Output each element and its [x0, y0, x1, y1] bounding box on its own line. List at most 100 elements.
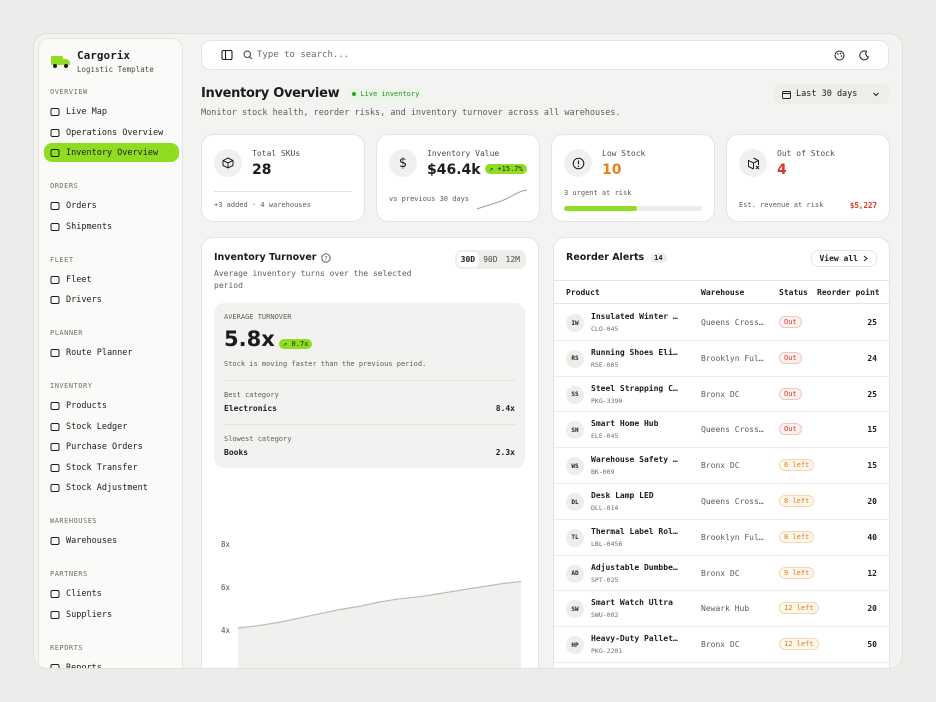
date-range-select[interactable]: Last 30 days [774, 84, 889, 104]
nav-group-title: WAREHOUSES [50, 517, 98, 525]
sidebar-item[interactable]: Orders [39, 196, 184, 217]
sidebar-item[interactable]: Fleet [39, 270, 184, 291]
table-row[interactable]: HP Heavy-Duty Pallet… PKG-2201 Bronx DC 12 l… [554, 627, 889, 663]
transfer-icon [50, 463, 60, 472]
table-row[interactable]: IW Insulated Winter … CLO-045 Queens Cross…… [554, 305, 889, 341]
status-badge: 8 left [779, 495, 815, 507]
warehouse-name: Brooklyn Ful… [701, 353, 764, 363]
product-avatar: SS [566, 385, 584, 404]
turnover-description: Average inventory turns over the selecte… [214, 269, 412, 290]
sidebar-item[interactable]: Warehouses [39, 531, 184, 552]
theme-toggle-icon[interactable] [859, 49, 870, 61]
kpi-delta-badge: ↗ +15.7% [485, 164, 527, 174]
search-input[interactable]: Type to search... [257, 50, 350, 60]
kpi-label: Inventory Value [427, 149, 500, 158]
table-row[interactable]: SS Steel Strapping C… PKG-3390 Bronx DC Out 2… [554, 377, 889, 413]
table-row[interactable]: SW Smart Watch Ultra SWU-002 Newark Hub 12 l… [554, 591, 889, 628]
view-all-button[interactable]: View all [811, 250, 877, 267]
table-row[interactable]: RS Running Shoes Eli… RSE-005 Brooklyn Ful…… [554, 341, 889, 377]
page-title: Inventory Overview [201, 86, 340, 101]
ledger-icon [50, 422, 60, 431]
sidebar-item[interactable]: Stock Ledger [39, 417, 184, 438]
sidebar-item[interactable]: Stock Transfer [39, 458, 184, 479]
status-badge: 6 left [779, 459, 815, 472]
table-row[interactable]: DL Desk Lamp LED DLL-014 Queens Cross… 8 lef… [554, 484, 889, 520]
calendar-icon [782, 90, 791, 99]
warehouse-name: Bronx DC [701, 640, 740, 650]
sidebar-item-label: Drivers [66, 295, 102, 306]
col-reorder-point[interactable]: Reorder point [817, 288, 880, 297]
sidebar-item-label: Route Planner [66, 348, 133, 359]
status-badge: Out [779, 423, 802, 436]
avg-note: Stock is moving faster than the previous… [224, 360, 427, 368]
table-row[interactable]: WS Warehouse Safety … BK-009 Bronx DC 6 left… [554, 448, 889, 484]
turnover-title-row: Inventory Turnover ? [214, 252, 332, 263]
sidebar-item[interactable]: Suppliers [39, 605, 184, 626]
page-header: Inventory Overview Live inventory [201, 86, 425, 101]
range-90d[interactable]: 90D [483, 255, 498, 264]
status-badge: Out [779, 387, 802, 400]
sidebar-toggle-icon[interactable] [221, 49, 233, 61]
col-product[interactable]: Product [566, 288, 600, 297]
product-sku: ELE-045 [591, 432, 619, 441]
help-icon[interactable]: ? [321, 252, 332, 263]
alerts-count: 14 [650, 252, 667, 263]
range-30d[interactable]: 30D [456, 252, 480, 267]
reorder-point: 40 [867, 532, 877, 542]
sidebar-item[interactable]: Products [39, 396, 184, 417]
best-category-label: Best category [224, 391, 279, 399]
slowest-category-value: 2.3x [495, 448, 515, 457]
sidebar-item[interactable]: Inventory Overview [44, 143, 179, 162]
table-row[interactable]: SH Smart Home Hub ELE-045 Queens Cross… Out 1… [554, 412, 889, 449]
product-avatar: SW [566, 600, 584, 619]
sidebar-item-label: Stock Ledger [66, 421, 128, 432]
sidebar-item[interactable]: Purchase Orders [39, 437, 184, 458]
sidebar-item[interactable]: Clients [39, 584, 184, 605]
col-status[interactable]: Status [779, 288, 808, 297]
sidebar-item[interactable]: Drivers [39, 290, 184, 311]
map-icon [50, 108, 60, 117]
cube-icon [214, 149, 242, 177]
y-tick-label: 8x [221, 540, 231, 549]
turnover-card: Inventory Turnover ? Average inventory t… [201, 237, 539, 668]
warehouse-icon [50, 537, 60, 546]
sidebar-item[interactable]: Reports [39, 658, 184, 669]
kpi-label: Low Stock [602, 149, 646, 158]
reorder-point: 15 [867, 461, 877, 471]
sidebar-item[interactable]: Shipments [39, 217, 184, 238]
sidebar-item[interactable]: Stock Adjustment [39, 478, 184, 499]
product-sku: BK-009 [591, 468, 615, 477]
brand[interactable]: Cargorix Logistic Template [51, 49, 154, 74]
sidebar-item-label: Stock Adjustment [66, 483, 148, 494]
nav-group-title: PLANNER [50, 329, 84, 337]
product-avatar: AD [566, 564, 584, 583]
table-row[interactable]: AD Adjustable Dumbbe… SPT-025 Bronx DC 9 lef… [554, 556, 889, 592]
nav-group-title: PARTNERS [50, 570, 88, 578]
brand-name: Cargorix [77, 49, 130, 62]
slowest-category-name: Books [224, 448, 249, 457]
product-avatar: HP [566, 636, 584, 655]
range-12m[interactable]: 12M [505, 255, 520, 264]
warehouse-name: Newark Hub [701, 604, 750, 614]
users-icon [50, 590, 60, 599]
sidebar-item-label: Products [66, 401, 107, 412]
product-name: Running Shoes Eli… [591, 347, 678, 357]
product-sku: PKG-3390 [591, 396, 623, 405]
turnover-area [238, 581, 521, 668]
divider [224, 380, 516, 381]
product-sku: PKG-2201 [591, 647, 623, 656]
sliders-icon [50, 484, 60, 493]
nav-group-title: OVERVIEW [50, 88, 88, 96]
sidebar-item[interactable]: Live Map [39, 102, 184, 123]
reorder-point: 15 [867, 425, 877, 435]
divider [214, 191, 352, 192]
sidebar-item[interactable]: Operations Overview [39, 123, 184, 144]
col-warehouse[interactable]: Warehouse [701, 288, 745, 297]
table-row[interactable]: TL Thermal Label Rol… LBL-0456 Brooklyn Ful… [554, 520, 889, 556]
sidebar-item[interactable]: Route Planner [39, 343, 184, 364]
palette-icon[interactable] [834, 50, 845, 61]
sidebar-item-label: Reports [66, 662, 102, 669]
live-dot-icon [352, 91, 357, 96]
view-all-label: View all [819, 254, 858, 263]
